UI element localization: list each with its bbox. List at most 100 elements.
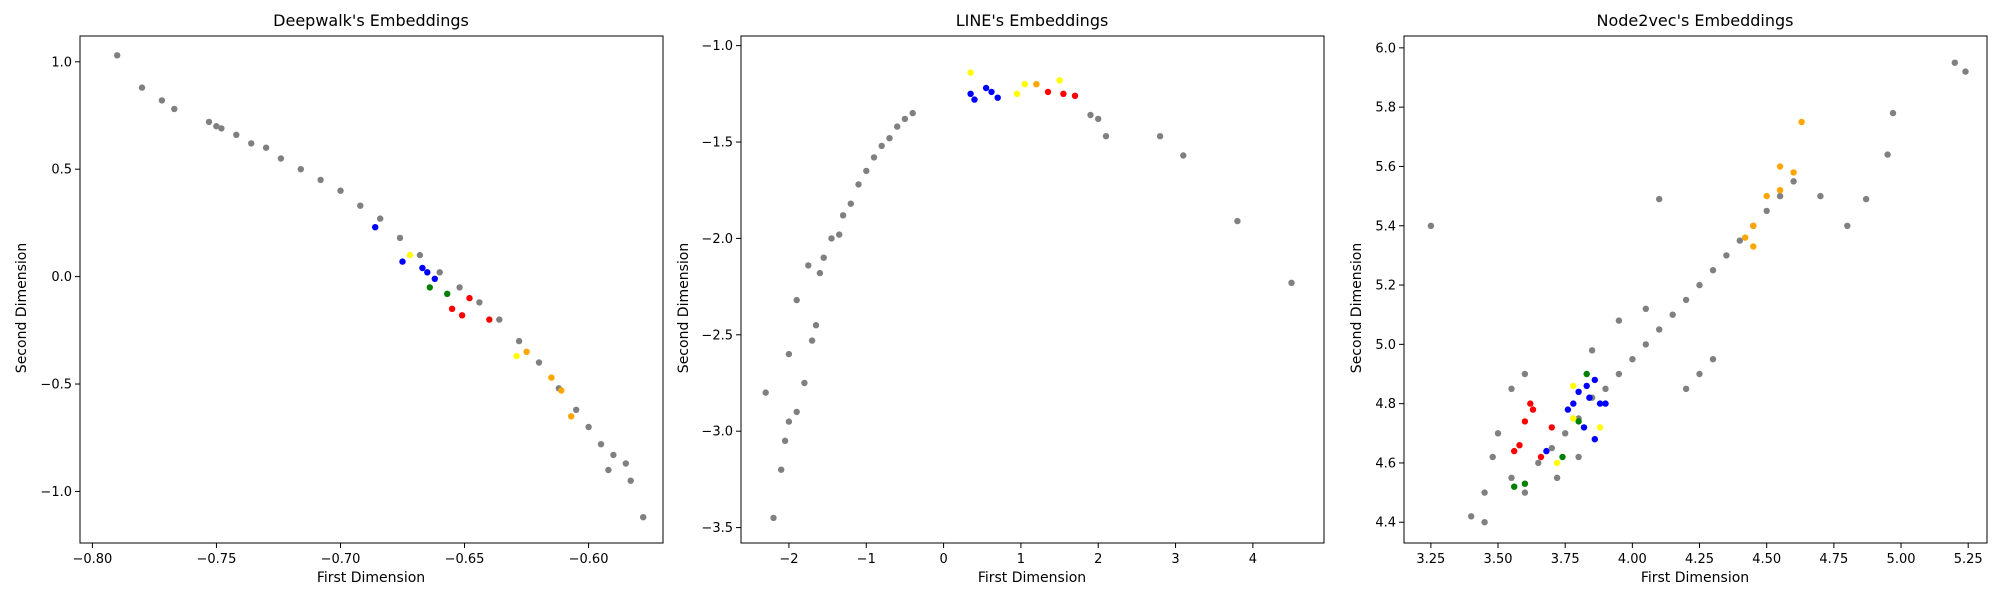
node2vec-point-s0-39 bbox=[1709, 356, 1717, 363]
deepwalk-point-s0-19 bbox=[456, 284, 463, 291]
node2vec-points bbox=[1427, 59, 1969, 526]
node2vec-point-s0-9 bbox=[1844, 222, 1851, 229]
node2vec-point-s3-4 bbox=[1521, 480, 1529, 487]
deepwalk-point-s0-17 bbox=[416, 251, 424, 259]
node2vec-point-s0-13 bbox=[1508, 385, 1515, 392]
deepwalk-point-s3-1 bbox=[548, 374, 555, 381]
deepwalk-point-s0-11 bbox=[297, 166, 304, 173]
node2vec-point-s0-41 bbox=[1642, 305, 1650, 312]
node2vec-point-s0-14 bbox=[1494, 430, 1502, 437]
line-point-s1-0 bbox=[967, 90, 974, 98]
line-x-tick-label: −1 bbox=[857, 552, 876, 567]
node2vec-point-s0-23 bbox=[1602, 385, 1609, 392]
deepwalk-x-axis-label: First Dimension bbox=[317, 570, 425, 586]
node2vec-point-s0-45 bbox=[1553, 474, 1561, 481]
node2vec-point-s4-3 bbox=[1570, 382, 1577, 390]
node2vec-point-s5-1 bbox=[1776, 163, 1784, 170]
deepwalk-point-s0-32 bbox=[640, 514, 647, 521]
node2vec-x-tick-label: 5.25 bbox=[1954, 552, 1983, 567]
line-x-tick-label: 1 bbox=[1017, 552, 1025, 567]
deepwalk-point-s3-3 bbox=[568, 413, 575, 420]
deepwalk-point-s0-20 bbox=[476, 299, 483, 306]
deepwalk-point-s0-29 bbox=[622, 460, 629, 467]
deepwalk-point-s0-16 bbox=[396, 234, 404, 242]
node2vec-point-s2-10 bbox=[1564, 406, 1572, 413]
line-point-s0-14 bbox=[828, 235, 835, 242]
line-y-tick-label: −3.5 bbox=[701, 521, 733, 536]
deepwalk-points bbox=[114, 52, 647, 521]
node2vec-point-s0-3 bbox=[1481, 489, 1488, 496]
deepwalk-y-axis-label: Second Dimension bbox=[14, 243, 30, 373]
node2vec-point-s0-38 bbox=[1696, 370, 1703, 378]
node2vec-plot: Node2vec's Embeddings First Dimension Se… bbox=[1349, 11, 1988, 586]
deepwalk-point-s0-2 bbox=[158, 97, 166, 104]
line-x-tick-label: 4 bbox=[1249, 552, 1257, 567]
deepwalk-y-tick-label: 1.0 bbox=[51, 55, 72, 70]
node2vec-point-s0-25 bbox=[1629, 356, 1636, 363]
node2vec-y-tick-label: 5.6 bbox=[1375, 160, 1396, 175]
deepwalk-point-s2-2 bbox=[486, 316, 493, 323]
deepwalk-point-s0-10 bbox=[277, 155, 285, 162]
node2vec-point-s1-2 bbox=[1516, 442, 1523, 449]
line-x-tick-label: 0 bbox=[939, 552, 947, 567]
line-point-s0-7 bbox=[793, 296, 800, 304]
node2vec-point-s0-18 bbox=[1535, 459, 1542, 467]
line-point-s1-3 bbox=[971, 96, 978, 103]
line-point-s1-1 bbox=[982, 84, 990, 92]
node2vec-point-s0-43 bbox=[1588, 347, 1596, 354]
line-x-axis-label: First Dimension bbox=[978, 570, 1086, 586]
line-point-s0-5 bbox=[793, 408, 800, 416]
node2vec-point-s0-33 bbox=[1736, 237, 1744, 244]
line-point-s0-24 bbox=[901, 115, 909, 123]
line-point-s4-2 bbox=[1021, 81, 1028, 88]
node2vec-point-s0-19 bbox=[1548, 444, 1556, 452]
node2vec-point-s3-1 bbox=[1575, 418, 1582, 425]
deepwalk-y-tick-label: −1.0 bbox=[40, 485, 72, 500]
node2vec-point-s0-31 bbox=[1709, 267, 1717, 274]
line-point-s0-22 bbox=[886, 135, 893, 142]
deepwalk-point-s1-3 bbox=[424, 269, 431, 276]
node2vec-point-s0-26 bbox=[1642, 341, 1650, 348]
line-axes-frame bbox=[740, 35, 1325, 544]
node2vec-y-axis-label: Second Dimension bbox=[1349, 243, 1365, 373]
node2vec-y-tick-label: 6.0 bbox=[1375, 41, 1396, 56]
node2vec-point-s3-0 bbox=[1583, 370, 1590, 378]
node2vec-point-s5-3 bbox=[1763, 192, 1770, 200]
node2vec-title: Node2vec's Embeddings bbox=[1597, 11, 1794, 30]
line-point-s0-10 bbox=[812, 322, 820, 329]
line-point-s0-23 bbox=[894, 123, 901, 130]
deepwalk-point-s0-7 bbox=[233, 131, 240, 138]
deepwalk-point-s0-5 bbox=[213, 123, 220, 130]
node2vec-x-tick-label: 4.25 bbox=[1685, 552, 1714, 567]
node2vec-point-s0-15 bbox=[1489, 453, 1496, 461]
deepwalk-point-s0-3 bbox=[171, 105, 178, 113]
deepwalk-point-s2-1 bbox=[458, 312, 466, 319]
deepwalk-point-s5-1 bbox=[444, 290, 451, 297]
node2vec-point-s0-6 bbox=[1889, 109, 1897, 117]
deepwalk-point-s3-2 bbox=[558, 387, 565, 394]
line-point-s0-3 bbox=[781, 437, 789, 444]
line-point-s0-30 bbox=[1180, 152, 1187, 159]
deepwalk-x-tick-label: −0.60 bbox=[569, 552, 609, 567]
node2vec-point-s5-5 bbox=[1776, 187, 1784, 194]
node2vec-point-s0-2 bbox=[1481, 519, 1488, 526]
node2vec-point-s0-37 bbox=[1790, 178, 1797, 185]
line-point-s0-28 bbox=[1102, 133, 1110, 140]
line-point-s0-21 bbox=[878, 142, 885, 150]
node2vec-y-tick-label: 4.6 bbox=[1375, 456, 1396, 471]
deepwalk-point-s5-0 bbox=[426, 284, 433, 291]
node2vec-point-s5-7 bbox=[1742, 234, 1749, 241]
line-point-s2-0 bbox=[1044, 88, 1052, 96]
deepwalk-point-s0-14 bbox=[357, 202, 364, 209]
node2vec-point-s1-0 bbox=[1527, 400, 1534, 407]
deepwalk-point-s2-0 bbox=[448, 305, 456, 312]
node2vec-point-s0-7 bbox=[1884, 151, 1891, 158]
deepwalk-x-tick-label: −0.65 bbox=[445, 552, 485, 567]
node2vec-point-s0-28 bbox=[1669, 311, 1676, 318]
node2vec-point-s2-7 bbox=[1580, 424, 1588, 431]
deepwalk-y-tick-label: 0.0 bbox=[51, 270, 72, 285]
line-point-s0-9 bbox=[808, 337, 816, 344]
deepwalk-point-s0-1 bbox=[138, 84, 146, 91]
deepwalk-point-s4-0 bbox=[406, 251, 414, 259]
node2vec-point-s0-17 bbox=[1521, 489, 1529, 496]
